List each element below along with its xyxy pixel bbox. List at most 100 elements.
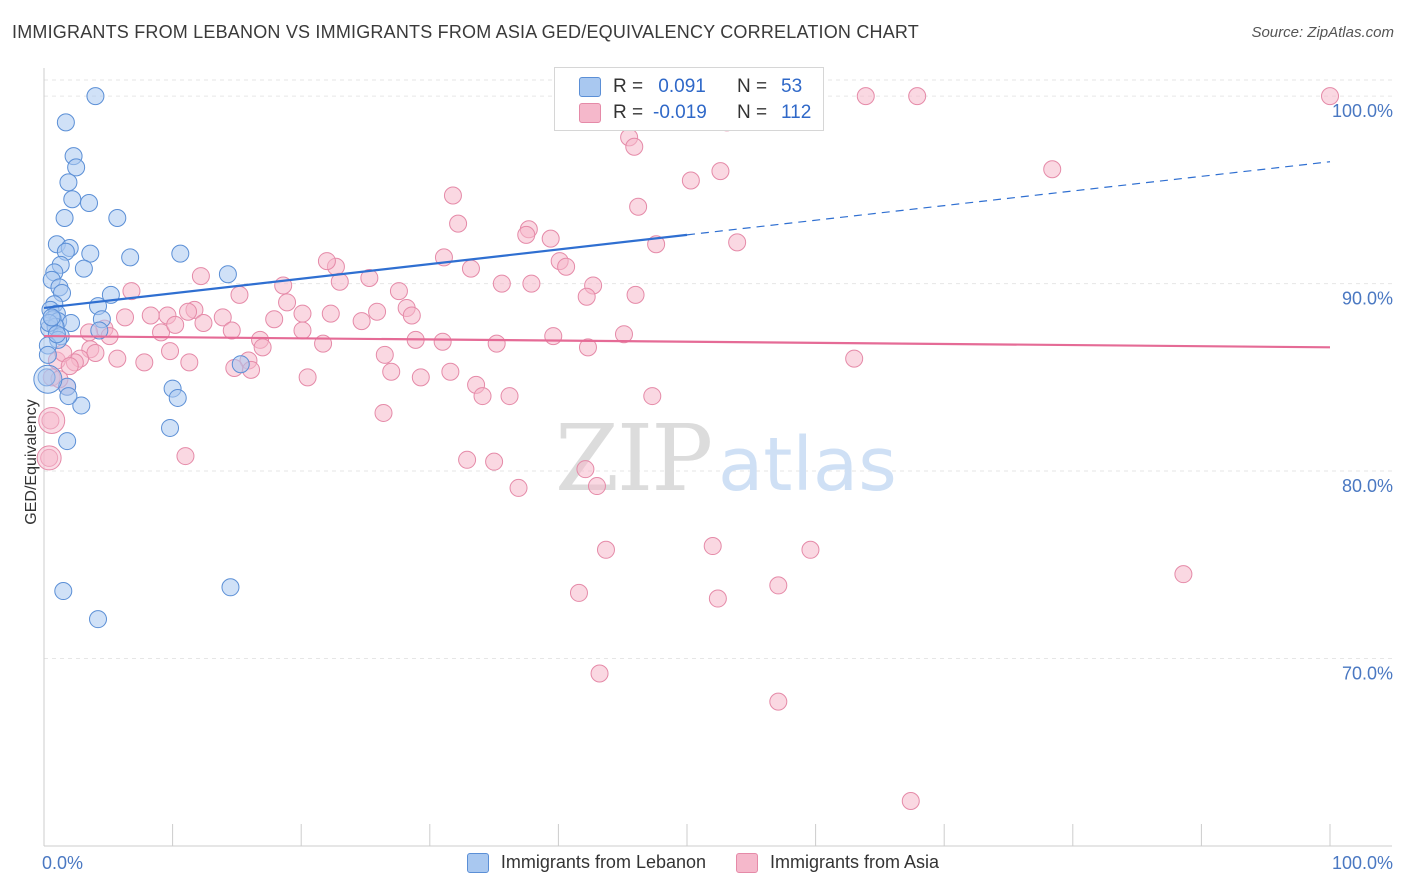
watermark-zip: ZIP [555,405,711,512]
point-asia [728,233,747,252]
point-lebanon [108,208,127,227]
point-asia [681,171,700,190]
point-asia [176,447,195,466]
x-tick-label-min: 0.0% [42,853,83,873]
point-asia [402,306,421,325]
point-asia [614,325,633,344]
watermark: ZIP atlas [555,405,897,512]
legend-swatch-blue [466,852,489,873]
watermark-atlas: atlas [718,422,897,508]
point-asia [122,282,141,301]
point-lebanon [81,244,100,263]
point-lebanon [67,158,86,177]
point-asia [116,308,135,327]
point-lebanon [54,582,73,601]
point-asia [360,268,379,287]
point-asia [522,274,541,293]
point-asia [703,537,722,556]
point-asia [222,321,241,340]
point-asia [194,313,213,332]
point-asia [517,225,536,244]
point-asia [179,302,198,321]
point-asia [298,368,317,387]
r-value: 0.091 [653,76,706,97]
point-lebanon [89,610,108,629]
point-asia [578,338,597,357]
point-lebanon [86,87,105,106]
point-asia [576,460,595,479]
point-asia [36,445,62,471]
point-lebanon [90,321,109,340]
point-asia [647,235,666,254]
point-asia [461,259,480,278]
point-asia [253,338,272,357]
point-asia [60,357,79,376]
point-lebanon [58,432,77,451]
point-asia [1174,565,1193,584]
point-asia [492,274,511,293]
point-asia [108,349,127,368]
point-lebanon [231,355,250,374]
legend-swatch-pink [579,103,601,123]
y-tick-label: 70.0% [1342,664,1393,684]
point-asia [509,478,528,497]
stats-legend: R = 0.091 N = 53 R = -0.019 N = 112 [554,67,824,131]
stats-row-lebanon: R = 0.091 N = 53 [579,75,802,99]
point-lebanon [72,396,91,415]
point-asia [86,343,105,362]
point-lebanon [59,387,78,406]
trend-line-lebanon-extension [686,161,1331,236]
point-asia [629,197,648,216]
r-label: R = [613,76,644,97]
point-lebanon [38,345,57,364]
trend-lines [43,161,1331,349]
point-asia [330,272,349,291]
point-asia [473,387,492,406]
point-asia [856,87,875,106]
point-lebanon [42,308,61,327]
point-asia [180,353,199,372]
n-label: N = [737,76,768,97]
point-lebanon [33,364,63,394]
legend-item-asia[interactable]: Immigrants from Asia [736,852,939,873]
point-asia [135,353,154,372]
point-asia [596,540,615,559]
point-asia [278,293,297,312]
point-asia [449,214,468,233]
point-asia [500,387,519,406]
point-asia [317,252,336,271]
point-lebanon [161,418,180,437]
legend-swatch-pink [736,852,759,873]
point-asia [769,692,788,711]
point-lebanon [47,325,66,344]
r-label: R = [613,102,644,123]
point-asia [374,403,393,422]
point-lebanon [221,578,240,597]
point-lebanon [121,248,140,267]
legend-item-lebanon[interactable]: Immigrants from Lebanon [466,852,706,873]
point-asia [711,162,730,181]
point-asia [433,332,452,351]
point-asia [161,342,180,361]
point-asia [643,387,662,406]
point-asia [1321,87,1339,106]
y-tick-label: 90.0% [1342,289,1393,309]
stats-row-asia: R = -0.019 N = 112 [579,101,811,125]
point-lebanon [74,259,93,278]
trend-line-lebanon [43,233,688,310]
point-lebanon [63,190,82,209]
point-asia [321,304,340,323]
legend-swatch-blue [579,77,601,97]
point-asia [443,186,462,205]
point-asia [557,257,576,276]
point-asia [375,345,394,364]
point-asia [293,304,312,323]
point-asia [213,308,232,327]
y-tick-label: 80.0% [1342,476,1393,496]
point-asia [485,452,504,471]
point-asia [38,406,66,434]
point-asia [569,583,588,602]
source-label: Source: ZipAtlas.com [1251,24,1394,41]
point-asia [382,362,401,381]
